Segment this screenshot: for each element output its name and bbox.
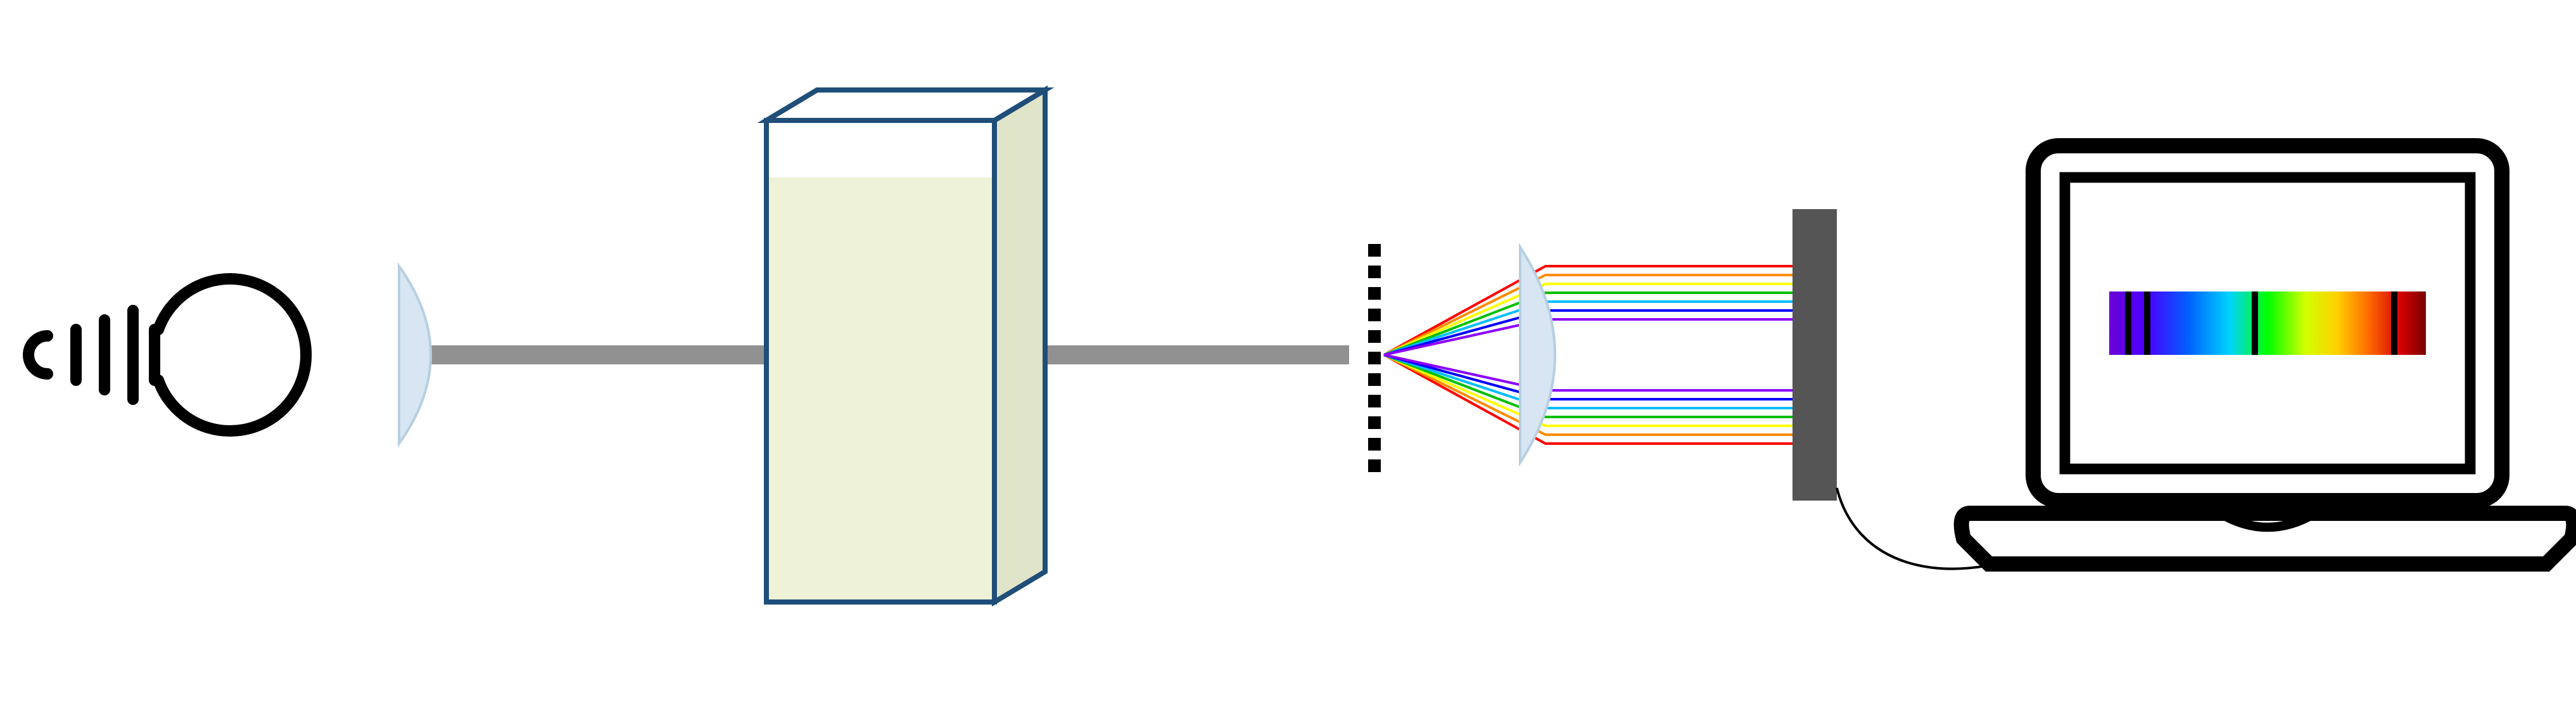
collimating-lens: [399, 266, 431, 444]
laptop-icon: [1962, 146, 2574, 564]
light-source-icon: [29, 279, 306, 431]
detector: [1792, 209, 1837, 501]
sample-cuvette: [766, 90, 1045, 602]
spectroscopy-diagram: [0, 0, 2576, 711]
diffraction-grating: [1368, 244, 1381, 472]
dispersed-spectrum-rays: [1384, 266, 1792, 444]
focusing-lens: [1520, 247, 1555, 463]
absorption-spectrum-display: [2109, 291, 2426, 355]
